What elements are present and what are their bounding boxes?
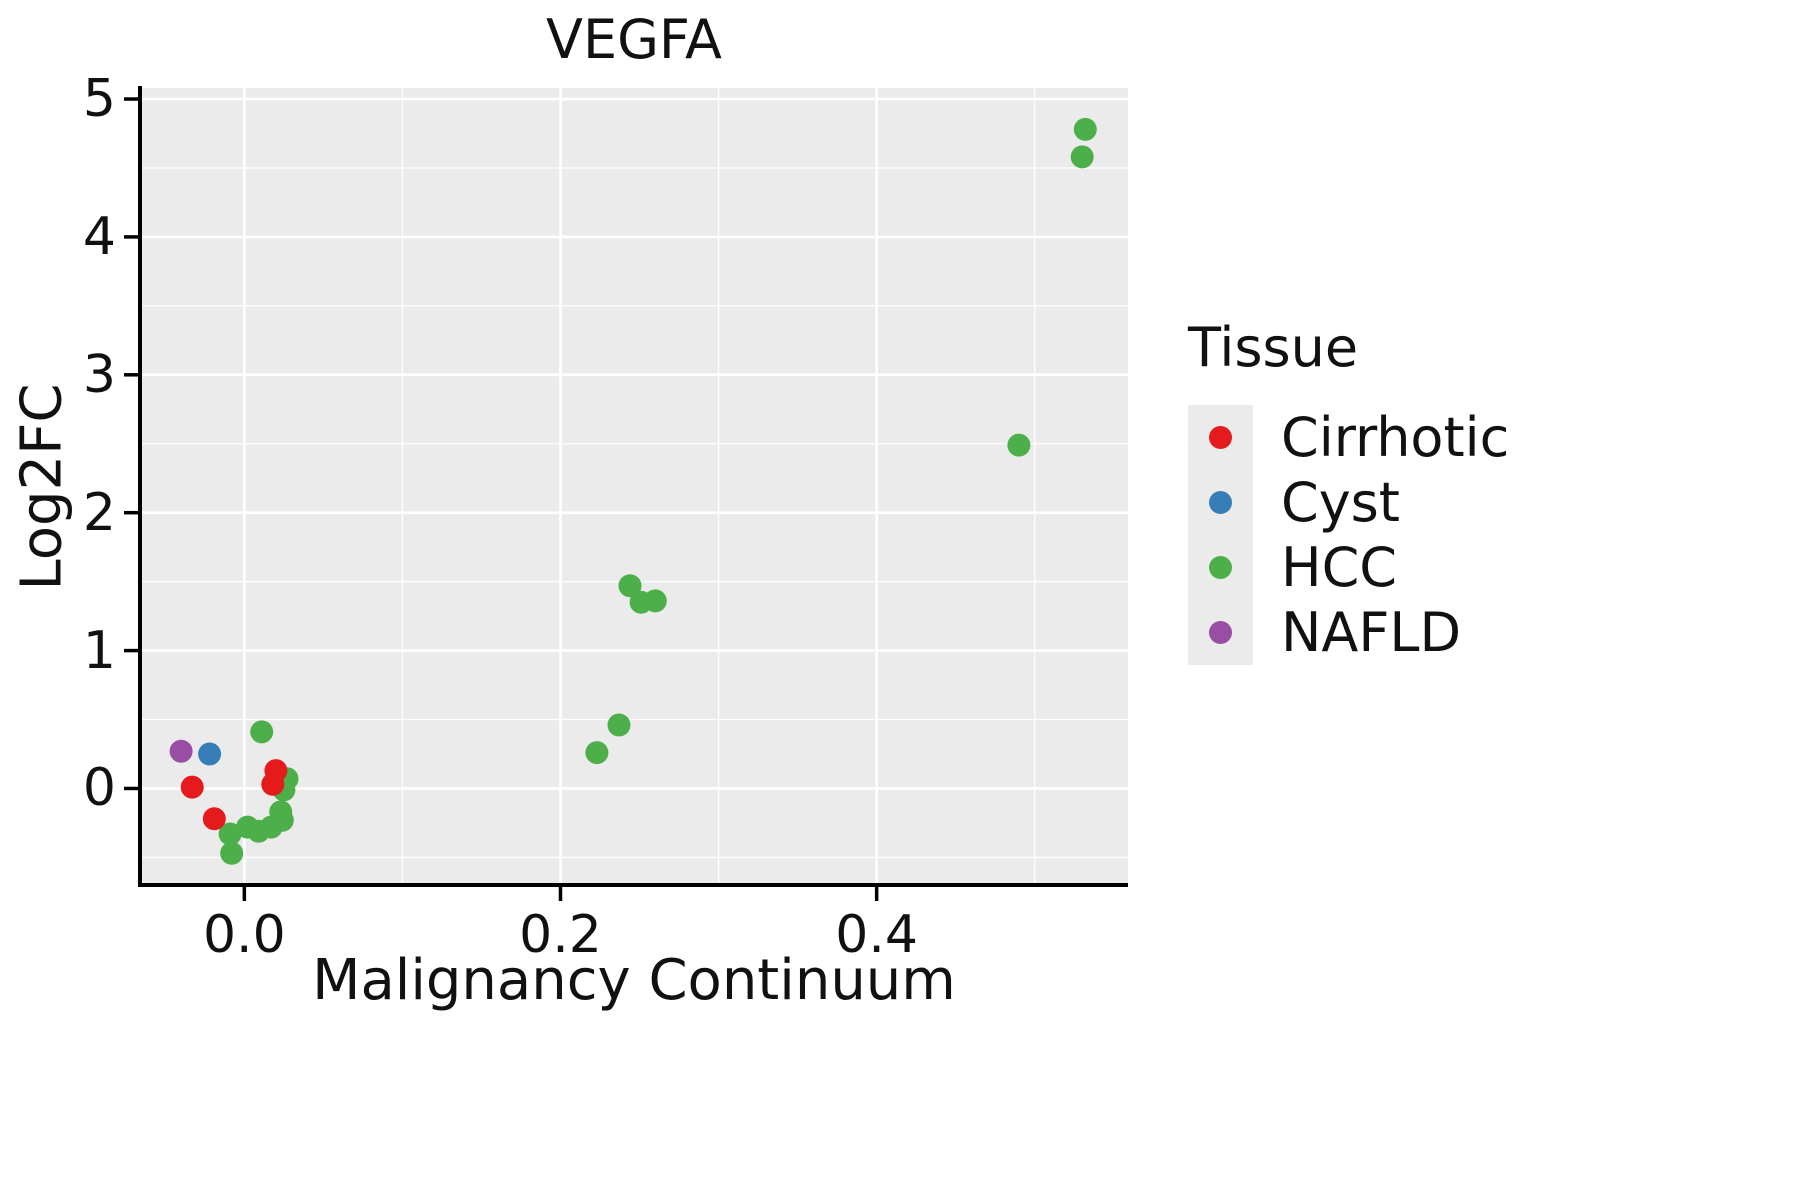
legend-item-cyst: Cyst bbox=[1188, 470, 1509, 535]
data-point-hcc bbox=[1007, 433, 1031, 457]
legend: Tissue Cirrhotic Cyst HCC NAFLD bbox=[1188, 316, 1509, 665]
chart-title: VEGFA bbox=[546, 8, 722, 71]
legend-label: NAFLD bbox=[1281, 601, 1462, 664]
legend-item-nafld: NAFLD bbox=[1188, 600, 1509, 665]
legend-dot-cyst bbox=[1209, 491, 1232, 514]
legend-items: Cirrhotic Cyst HCC NAFLD bbox=[1188, 405, 1509, 665]
data-point-cirrhotic bbox=[180, 775, 204, 799]
data-point-cirrhotic bbox=[261, 772, 285, 796]
data-point-nafld bbox=[169, 739, 193, 763]
data-point-hcc bbox=[1073, 117, 1097, 141]
legend-title: Tissue bbox=[1188, 316, 1359, 379]
legend-key bbox=[1188, 405, 1253, 470]
legend-dot-hcc bbox=[1209, 556, 1232, 579]
x-tick-label: 0.2 bbox=[519, 905, 602, 965]
data-point-hcc bbox=[585, 741, 609, 765]
x-axis-label: Malignancy Continuum bbox=[312, 948, 956, 1013]
legend-dot-cirrhotic bbox=[1209, 426, 1232, 449]
y-tick-label: 1 bbox=[82, 620, 116, 681]
legend-label: HCC bbox=[1281, 536, 1398, 599]
y-tick-label: 3 bbox=[82, 344, 116, 405]
legend-item-cirrhotic: Cirrhotic bbox=[1188, 405, 1509, 470]
legend-key bbox=[1188, 535, 1253, 600]
y-tick-label: 5 bbox=[82, 69, 116, 130]
data-point-hcc bbox=[220, 841, 244, 865]
x-tick-label: 0.0 bbox=[202, 905, 286, 965]
data-point-hcc bbox=[218, 822, 242, 846]
y-tick-label: 0 bbox=[82, 758, 116, 819]
legend-dot-nafld bbox=[1209, 621, 1232, 644]
data-point-cirrhotic bbox=[202, 807, 226, 831]
data-point-hcc bbox=[607, 713, 631, 737]
legend-label: Cirrhotic bbox=[1281, 406, 1510, 469]
data-point-hcc bbox=[618, 574, 642, 598]
data-point-hcc bbox=[250, 720, 274, 744]
plot-panel bbox=[140, 88, 1128, 885]
legend-item-hcc: HCC bbox=[1188, 535, 1509, 600]
data-point-hcc bbox=[236, 815, 259, 839]
y-tick-label: 2 bbox=[82, 482, 116, 543]
legend-label: Cyst bbox=[1281, 471, 1400, 534]
legend-key bbox=[1188, 600, 1253, 665]
data-point-cyst bbox=[198, 742, 222, 766]
data-point-hcc bbox=[643, 589, 667, 613]
y-tick-label: 4 bbox=[82, 206, 116, 267]
y-axis-label: Log2FC bbox=[9, 383, 75, 591]
x-tick-label: 0.4 bbox=[835, 905, 918, 965]
legend-key bbox=[1188, 470, 1253, 535]
data-point-hcc bbox=[1070, 145, 1094, 169]
